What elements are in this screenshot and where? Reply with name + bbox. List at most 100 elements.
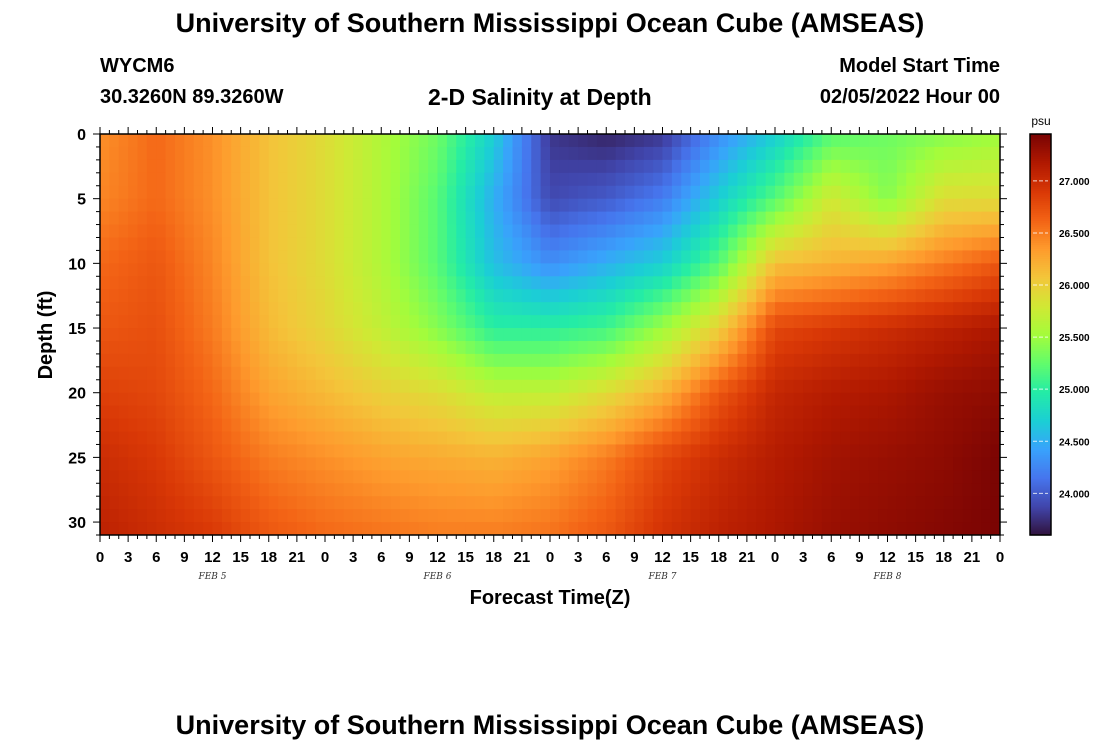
heatmap-cell (606, 470, 617, 484)
heatmap-cell (390, 328, 401, 342)
heatmap-cell (709, 237, 720, 252)
heatmap-cell (531, 366, 542, 381)
heatmap-cell (653, 198, 664, 213)
heatmap-cell (156, 470, 167, 484)
heatmap-cell (531, 405, 542, 420)
heatmap-cell (343, 418, 354, 433)
colorbar-segment (1030, 280, 1051, 283)
heatmap-cell (418, 353, 429, 368)
heatmap-cell (137, 211, 148, 226)
heatmap-cell (812, 483, 823, 497)
heatmap-cell (146, 444, 157, 458)
heatmap-cell (934, 328, 945, 342)
colorbar-segment (1030, 410, 1051, 414)
heatmap-cell (615, 315, 626, 329)
heatmap-cell (493, 159, 504, 174)
heatmap-cell (971, 185, 982, 200)
heatmap-cell (221, 302, 232, 316)
heatmap-cell (531, 431, 542, 446)
heatmap-cell (381, 315, 392, 329)
colorbar-segment (1030, 176, 1051, 179)
heatmap-cell (503, 328, 514, 342)
heatmap-cell (840, 483, 851, 497)
heatmap-cell (334, 470, 345, 484)
heatmap-cell (606, 276, 617, 290)
heatmap-cell (953, 198, 964, 213)
heatmap-cell (812, 237, 823, 252)
heatmap-cell (887, 146, 898, 161)
heatmap-cell (793, 353, 804, 368)
heatmap-cell (728, 289, 739, 303)
heatmap-cell (203, 263, 214, 277)
heatmap-cell (925, 237, 935, 252)
heatmap-cell (737, 276, 748, 290)
heatmap-cell (100, 366, 110, 381)
heatmap-cell (325, 496, 335, 510)
heatmap-cell (240, 185, 251, 200)
heatmap-cell (531, 263, 542, 277)
heatmap-cell (409, 198, 420, 213)
heatmap-cell (540, 250, 551, 264)
colorbar-segment (1030, 456, 1051, 460)
heatmap-cell (146, 302, 157, 316)
heatmap-cell (671, 211, 682, 226)
heatmap-cell (981, 470, 992, 484)
heatmap-cell (859, 522, 870, 535)
heatmap-cell (550, 289, 560, 303)
heatmap-cell (118, 340, 129, 355)
heatmap-cell (156, 198, 167, 213)
heatmap-cell (100, 379, 110, 394)
colorbar-segment (1030, 366, 1051, 370)
heatmap-cell (484, 328, 495, 342)
heatmap-cell (156, 237, 167, 252)
heatmap-cell (362, 172, 373, 187)
heatmap-cell (953, 353, 964, 368)
heatmap-cell (850, 509, 860, 523)
heatmap-cell (165, 379, 176, 394)
heatmap-cell (690, 315, 701, 329)
heatmap-cell (756, 224, 767, 239)
heatmap-cell (596, 405, 607, 420)
heatmap-cell (737, 457, 748, 471)
heatmap-cell (343, 379, 354, 394)
heatmap-cell (400, 328, 410, 342)
heatmap-cell (193, 263, 204, 277)
heatmap-cell (390, 159, 401, 174)
heatmap-cell (231, 289, 242, 303)
heatmap-cell (971, 509, 982, 523)
heatmap-cell (362, 146, 373, 161)
heatmap-cell (437, 328, 448, 342)
heatmap-cell (859, 315, 870, 329)
colorbar-segment (1030, 380, 1051, 384)
heatmap-cell (325, 483, 335, 497)
heatmap-cell (643, 457, 654, 471)
heatmap-cell (550, 134, 560, 148)
heatmap-cell (568, 302, 579, 316)
heatmap-cell (943, 172, 954, 187)
heatmap-cell (962, 483, 973, 497)
heatmap-cell (671, 366, 682, 381)
heatmap-cell (362, 237, 373, 252)
heatmap-cell (625, 276, 635, 290)
heatmap-cell (456, 509, 467, 523)
heatmap-cell (540, 315, 551, 329)
heatmap-cell (146, 146, 157, 161)
heatmap-cell (465, 237, 476, 252)
heatmap-cell (484, 159, 495, 174)
heatmap-cell (465, 379, 476, 394)
heatmap-cell (643, 198, 654, 213)
heatmap-cell (512, 146, 523, 161)
heatmap-cell (943, 289, 954, 303)
heatmap-cell (634, 496, 645, 510)
heatmap-cell (428, 353, 439, 368)
heatmap-cell (953, 522, 964, 535)
heatmap-cell (831, 444, 842, 458)
heatmap-cell (962, 159, 973, 174)
heatmap-cell (568, 224, 579, 239)
heatmap-cell (456, 315, 467, 329)
heatmap-cell (137, 483, 148, 497)
heatmap-cell (981, 353, 992, 368)
heatmap-cell (212, 302, 223, 316)
heatmap-cell (606, 509, 617, 523)
